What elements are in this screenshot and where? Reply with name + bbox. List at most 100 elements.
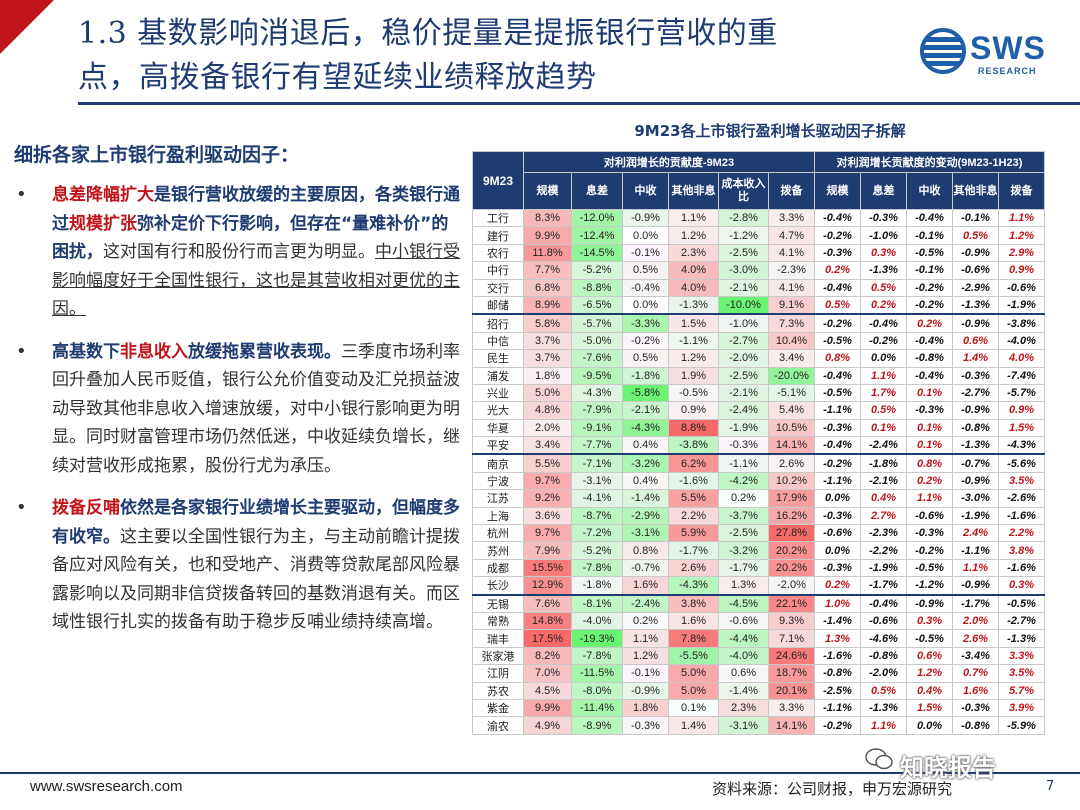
- change-cell: -0.5%: [906, 629, 953, 648]
- contribution-cell: 3.3%: [768, 698, 815, 718]
- change-cell: -0.4%: [860, 313, 907, 333]
- contribution-cell: -11.4%: [571, 698, 623, 718]
- change-cell: -1.1%: [814, 401, 861, 420]
- change-cell: -1.8%: [860, 453, 907, 473]
- contribution-cell: -0.2%: [622, 331, 669, 351]
- contribution-cell: -2.0%: [768, 576, 815, 596]
- contribution-cell: 1.5%: [668, 313, 719, 333]
- contribution-cell: -7.6%: [571, 349, 623, 368]
- contribution-cell: -4.4%: [718, 629, 769, 648]
- table-row: 瑞丰 17.5% -19.3% 1.1% 7.8% -4.4% 7.1% 1.3% -4.6% -…: [472, 629, 1045, 648]
- change-cell: -1.7%: [860, 576, 907, 596]
- table-row: 苏农 4.5% -8.0% -0.9% 5.0% -1.4% 20.1% -2.5% 0.5% 0…: [472, 681, 1045, 700]
- contribution-cell: 12.9%: [523, 576, 572, 596]
- table-row: 光大 4.8% -7.9% -2.1% 0.9% -2.4% 5.4% -1.1% 0.5% -0…: [472, 401, 1045, 420]
- bullet-1-text-c: 这对国有行和股份行而言更为明显。: [103, 242, 375, 262]
- change-cell: 0.0%: [860, 349, 907, 368]
- change-cell: -5.9%: [998, 716, 1045, 735]
- table-row: 建行 9.9% -12.4% 0.0% 1.2% -1.2% 4.7% -0.2% -1.0% -…: [472, 226, 1045, 245]
- bullet-1-key-2: 规模扩张: [69, 213, 137, 234]
- change-cell: -1.2%: [906, 576, 953, 596]
- change-cell: -4.0%: [998, 331, 1045, 351]
- change-cell: 0.3%: [998, 576, 1045, 596]
- contribution-cell: 1.6%: [668, 611, 719, 631]
- bank-name-cell: 紫金: [472, 698, 524, 718]
- change-cell: -0.9%: [952, 576, 999, 596]
- table-row: 南京 5.5% -7.1% -3.2% 6.2% -1.1% 2.6% -0.2% -1.8% 0…: [472, 453, 1045, 473]
- bank-name-cell: 瑞丰: [472, 629, 524, 648]
- watermark-text: 知晓报告: [900, 754, 996, 782]
- bullet-2-key: 非息收入: [120, 341, 188, 362]
- contribution-cell: -4.0%: [718, 646, 769, 666]
- change-cell: -0.9%: [952, 471, 999, 491]
- contribution-cell: -5.1%: [768, 383, 815, 403]
- contribution-cell: -7.8%: [571, 558, 623, 578]
- bank-name-cell: 江阴: [472, 664, 524, 683]
- change-cell: -0.3%: [814, 558, 861, 578]
- contribution-cell: 20.2%: [768, 541, 815, 560]
- change-cell: 1.5%: [906, 698, 953, 718]
- contribution-cell: 5.0%: [523, 383, 572, 403]
- change-cell: 3.5%: [998, 664, 1045, 683]
- bank-name-cell: 长沙: [472, 576, 524, 596]
- table-row: 上海 3.6% -8.7% -2.9% 2.2% -3.7% 16.2% -0.3% 2.7% -…: [472, 506, 1045, 526]
- change-cell: -0.4%: [906, 331, 953, 351]
- contribution-cell: 9.9%: [523, 226, 572, 245]
- contribution-cell: 1.2%: [622, 646, 669, 666]
- bank-name-cell: 江苏: [472, 489, 524, 508]
- contribution-cell: -5.2%: [571, 261, 623, 280]
- contribution-cell: 4.7%: [768, 226, 815, 245]
- table-row: 紫金 9.9% -11.4% 1.8% 0.1% 2.3% 3.3% -1.1% -1.3% 1.…: [472, 698, 1045, 718]
- contribution-cell: 2.0%: [523, 418, 572, 438]
- contribution-cell: -6.5%: [571, 295, 623, 315]
- contribution-cell: 2.3%: [718, 698, 769, 718]
- change-cell: -2.1%: [860, 471, 907, 491]
- change-cell: -0.5%: [814, 331, 861, 351]
- contribution-cell: 7.6%: [523, 593, 572, 613]
- contribution-cell: 10.4%: [768, 331, 815, 351]
- contribution-cell: 5.5%: [523, 453, 572, 473]
- col-header: 拨备: [768, 172, 815, 210]
- bank-name-cell: 光大: [472, 401, 524, 420]
- table-row: 杭州 9.7% -7.2% -3.1% 5.9% -2.5% 27.8% -0.6% -2.3%…: [472, 524, 1045, 543]
- col-header: 成本收入比: [718, 172, 769, 210]
- change-cell: -0.9%: [952, 313, 999, 333]
- contribution-cell: 20.1%: [768, 681, 815, 700]
- contribution-cell: 3.7%: [523, 349, 572, 368]
- contribution-cell: 18.7%: [768, 664, 815, 683]
- table-row: 招行 5.8% -5.7% -3.3% 1.5% -1.0% 7.3% -0.2% -0.4% 0…: [472, 313, 1045, 333]
- contribution-cell: -2.9%: [622, 506, 669, 526]
- contribution-cell: 1.6%: [622, 576, 669, 596]
- contribution-cell: 27.8%: [768, 524, 815, 543]
- contribution-cell: 1.8%: [523, 366, 572, 385]
- contribution-cell: -19.3%: [571, 629, 623, 648]
- contribution-cell: -0.3%: [622, 716, 669, 735]
- change-cell: -1.9%: [860, 558, 907, 578]
- contribution-cell: -3.2%: [718, 541, 769, 560]
- bank-name-cell: 建行: [472, 226, 524, 245]
- contribution-cell: -4.5%: [718, 593, 769, 613]
- change-cell: 0.9%: [998, 261, 1045, 280]
- contribution-cell: -1.2%: [718, 226, 769, 245]
- table-row: 成都 15.5% -7.8% -0.7% 2.6% -1.7% 20.2% -0.3% -1.9…: [472, 558, 1045, 578]
- change-cell: -0.5%: [906, 243, 953, 263]
- contribution-cell: 1.4%: [668, 716, 719, 735]
- change-cell: -0.8%: [906, 349, 953, 368]
- change-cell: -0.2%: [814, 716, 861, 735]
- contribution-cell: 4.8%: [523, 401, 572, 420]
- bank-name-cell: 苏州: [472, 541, 524, 560]
- change-cell: 0.8%: [906, 453, 953, 473]
- change-cell: 0.5%: [860, 681, 907, 700]
- contribution-cell: -0.9%: [622, 681, 669, 700]
- change-cell: -0.8%: [814, 664, 861, 683]
- change-cell: -2.3%: [860, 524, 907, 543]
- contribution-cell: -7.7%: [571, 436, 623, 455]
- footer-url[interactable]: www.swsresearch.com: [30, 778, 183, 795]
- bullet-3-text-a: 依然是各家银行业绩增长主要驱动，但幅度多有收窄。: [52, 498, 460, 547]
- change-cell: -0.3%: [906, 524, 953, 543]
- change-cell: -1.3%: [860, 698, 907, 718]
- contribution-cell: 4.0%: [668, 261, 719, 280]
- contribution-cell: -1.1%: [718, 453, 769, 473]
- contribution-cell: 3.4%: [768, 349, 815, 368]
- change-cell: -1.6%: [998, 506, 1045, 526]
